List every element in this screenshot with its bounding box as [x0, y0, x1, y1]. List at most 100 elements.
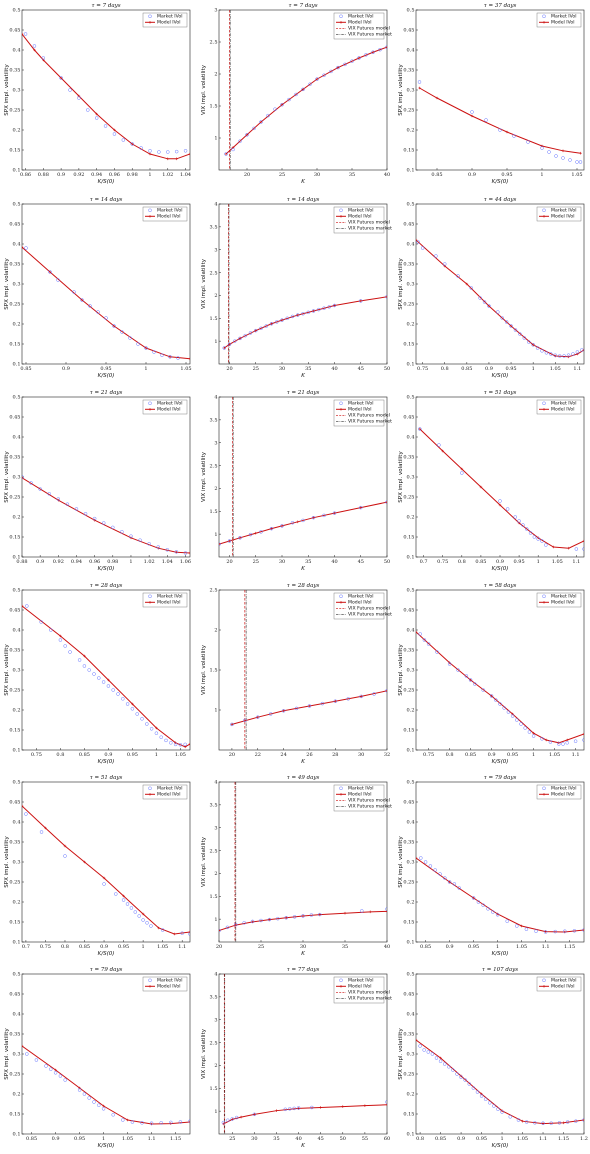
market-ivol-point: [306, 310, 310, 315]
x-tick-label: 0.85: [431, 172, 442, 178]
market-ivol-point: [332, 303, 337, 308]
market-ivol-point: [116, 692, 120, 696]
market-ivol-point: [280, 318, 284, 322]
legend-label: Model IVol: [348, 792, 371, 798]
plot-area: [219, 782, 387, 942]
x-tick-label: 0.9: [104, 752, 112, 758]
chart-title: τ = 49 days: [287, 775, 320, 781]
x-tick-label: 30: [279, 366, 285, 372]
market-ivol-point: [125, 702, 130, 706]
market-ivol-point: [180, 931, 184, 935]
y-tick-label: 3.5: [210, 418, 218, 424]
chart-svg-13: τ = 51 days 0.1 0.15 0.2 0.25 0.3 0.35 0.4 0.45 0…: [4, 775, 191, 957]
market-ivol-point: [82, 1092, 87, 1096]
chart-title: τ = 7 days: [91, 3, 120, 9]
market-ivol-point: [568, 158, 572, 162]
market-ivol-point: [553, 929, 557, 934]
x-tick-label: 1: [155, 752, 158, 758]
plot-area: [221, 974, 387, 1134]
market-ivol-point: [574, 1119, 578, 1123]
x-tick-label: 40: [384, 944, 390, 950]
y-tick-label: 0.3: [407, 88, 415, 94]
market-ivol-point: [540, 349, 544, 353]
market-ivol-point: [443, 876, 447, 880]
y-tick-label: 0.3: [13, 860, 21, 866]
legend-label: Model IVol: [551, 214, 574, 220]
y-tick-label: 0.15: [403, 148, 414, 154]
x-tick-label: 0.88: [16, 559, 27, 565]
market-ivol-point: [476, 900, 481, 904]
market-ivol-point: [549, 352, 553, 356]
x-tick-label: 0.8: [56, 752, 64, 758]
market-ivol-point: [280, 524, 284, 528]
y-tick-label: 1: [214, 708, 217, 714]
legend-label: VIX Futures model: [348, 798, 390, 804]
market-ivol-point: [259, 530, 263, 534]
x-tick-label: 1.05: [157, 944, 168, 950]
y-tick-label: 0.25: [403, 108, 414, 114]
chart-title: τ = 51 days: [484, 390, 517, 396]
market-ivol-point: [500, 1110, 504, 1114]
market-ivol-point: [157, 150, 161, 154]
x-tick-label: 1.05: [175, 752, 186, 758]
model-ivol-line: [22, 1045, 190, 1125]
y-tick-label: 1.5: [210, 104, 218, 110]
market-ivol-point: [473, 682, 477, 686]
x-tick-label: 1.05: [549, 752, 560, 758]
model-ivol-point: [480, 1092, 483, 1096]
market-ivol-point: [92, 516, 97, 521]
chart-panel-1: τ = 7 days 0.1 0.15 0.2 0.25 0.3 0.35 0.4 0.45 0.…: [0, 0, 196, 186]
market-ivol-point: [523, 726, 527, 730]
market-ivol-point: [59, 76, 63, 80]
model-ivol-point: [490, 694, 493, 698]
x-tick-label: 1.05: [180, 366, 191, 372]
model-ivol-point: [188, 930, 190, 934]
market-ivol-point: [527, 340, 531, 344]
market-ivol-point: [174, 149, 179, 154]
model-ivol-point: [78, 1086, 81, 1090]
market-ivol-point: [385, 1100, 387, 1104]
y-tick-label: 2.5: [210, 270, 218, 276]
market-ivol-point: [227, 539, 232, 543]
x-axis-label: K/S(0): [98, 373, 115, 379]
market-ivol-point: [494, 698, 498, 702]
y-tick-label: 0.2: [407, 1092, 415, 1098]
legend-label: Model IVol: [551, 984, 574, 990]
y-axis-label: SPX impl. volatility: [398, 644, 404, 696]
legend-box: [536, 784, 582, 800]
legend-label: Market IVol: [348, 401, 373, 407]
market-ivol-point: [433, 868, 437, 872]
legend-label: VIX Futures market: [348, 612, 392, 618]
market-ivol-point: [460, 471, 464, 475]
market-ivol-point: [276, 916, 280, 921]
legend-market-symbol: [339, 401, 343, 406]
model-ivol-point: [439, 1056, 442, 1060]
market-ivol-point: [385, 295, 387, 299]
chart-title: τ = 58 days: [484, 583, 517, 589]
market-ivol-point: [41, 56, 46, 60]
x-axis-label: K: [301, 1143, 305, 1149]
market-ivol-point: [327, 305, 331, 309]
market-ivol-point: [97, 676, 101, 680]
model-ivol-point: [83, 860, 86, 864]
legend-market-symbol: [148, 208, 152, 213]
y-tick-label: 2.5: [210, 463, 218, 469]
x-tick-label: 1.02: [162, 172, 173, 178]
market-ivol-point: [97, 1103, 101, 1107]
model-ivol-point: [498, 503, 502, 507]
x-tick-label: 0.95: [100, 366, 111, 372]
y-tick-label: 0.35: [403, 455, 414, 461]
model-ivol-point: [532, 731, 535, 735]
x-tick-label: 0.85: [79, 944, 90, 950]
market-ivol-point: [219, 542, 221, 546]
model-ivol-point: [245, 133, 249, 137]
x-tick-label: 0.95: [468, 944, 479, 950]
model-ivol-point: [552, 545, 555, 549]
x-axis-label: K/S(0): [98, 1143, 115, 1149]
market-ivol-point: [350, 59, 354, 63]
market-ivol-point: [420, 246, 425, 250]
legend-model-marker: [148, 408, 152, 411]
